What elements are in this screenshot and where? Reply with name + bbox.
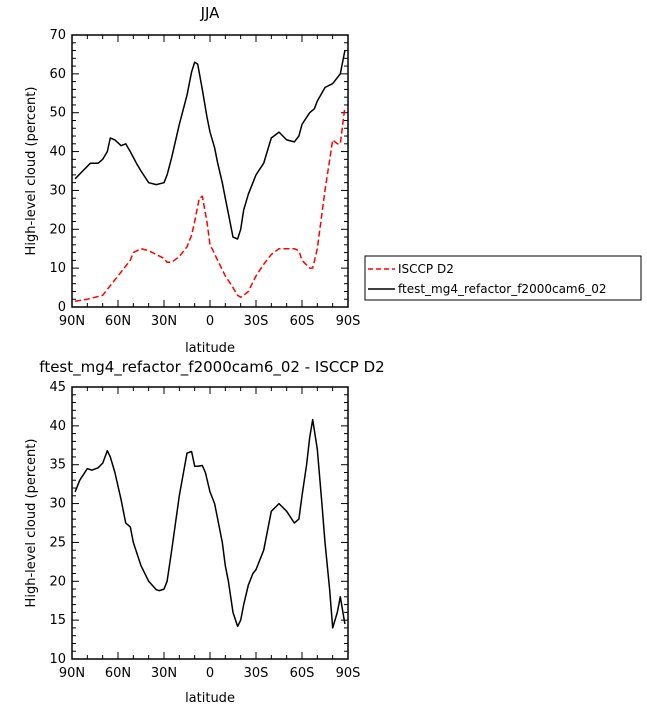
bottom-plot-frame	[71, 386, 349, 660]
top-y-tick-label: 20	[49, 222, 66, 237]
legend: ISCCP D2 ftest_mg4_refactor_f2000cam6_02	[364, 255, 642, 301]
bottom-y-tick-label: 25	[49, 535, 66, 550]
bottom-x-tick-label: 60S	[290, 666, 315, 681]
bottom-x-axis-label: latitude	[185, 691, 235, 706]
bottom-chart-title: ftest_mg4_refactor_f2000cam6_02 - ISCCP …	[39, 358, 384, 377]
bottom-tick-labels: 90N 60N 30N 0 30S 60S 90S 10 15 20 25 30 35 40 45	[49, 380, 360, 681]
bottom-x-tick-label: 30N	[151, 666, 177, 681]
bottom-series-lines	[74, 418, 346, 629]
top-y-tick-label: 10	[49, 261, 66, 276]
bottom-y-tick-label: 30	[49, 497, 66, 512]
top-y-tick-label: 30	[49, 183, 66, 198]
legend-box	[364, 255, 642, 301]
bottom-chart-panel: ftest_mg4_refactor_f2000cam6_02 - ISCCP …	[24, 358, 385, 706]
top-series-line-0	[74, 106, 346, 302]
top-chart-panel: JJA 90N 60N 30N 0 30S 60S 90S 0 10 20 30 40 50 60 70 l…	[24, 4, 360, 356]
top-x-tick-label: 0	[206, 314, 214, 329]
legend-label-isccp: ISCCP D2	[398, 262, 454, 276]
bottom-axis-ticks	[71, 386, 349, 660]
top-chart-title: JJA	[200, 4, 221, 22]
top-x-axis-label: latitude	[185, 341, 235, 356]
top-x-tick-label: 30S	[244, 314, 269, 329]
top-x-tick-label: 60S	[290, 314, 315, 329]
top-y-axis-label: High-level cloud (percent)	[24, 87, 39, 256]
bottom-y-tick-label: 35	[49, 458, 66, 473]
top-series-lines	[74, 50, 346, 302]
top-x-tick-label: 90N	[59, 314, 85, 329]
bottom-y-tick-label: 20	[49, 574, 66, 589]
bottom-y-tick-label: 15	[49, 613, 66, 628]
bottom-x-tick-label: 60N	[105, 666, 131, 681]
top-y-tick-label: 60	[49, 67, 66, 82]
bottom-x-tick-label: 30S	[244, 666, 269, 681]
top-x-tick-label: 90S	[336, 314, 361, 329]
top-x-tick-label: 30N	[151, 314, 177, 329]
bottom-y-axis-label: High-level cloud (percent)	[24, 439, 39, 608]
top-y-tick-label: 50	[49, 106, 66, 121]
top-series-line-1	[74, 50, 346, 240]
bottom-x-tick-label: 0	[206, 666, 214, 681]
top-plot-frame	[71, 34, 349, 308]
top-tick-labels: 90N 60N 30N 0 30S 60S 90S 0 10 20 30 40 50 60 70	[49, 28, 360, 329]
top-x-tick-label: 60N	[105, 314, 131, 329]
bottom-series-line-0	[74, 418, 346, 629]
bottom-x-tick-label: 90S	[336, 666, 361, 681]
top-y-tick-label: 70	[49, 28, 66, 43]
top-y-tick-label: 0	[58, 300, 66, 315]
bottom-y-tick-label: 10	[49, 652, 66, 667]
top-axis-ticks	[71, 34, 349, 308]
legend-label-model: ftest_mg4_refactor_f2000cam6_02	[398, 282, 607, 296]
top-y-tick-label: 40	[49, 145, 66, 160]
bottom-y-tick-label: 45	[49, 380, 66, 395]
bottom-y-tick-label: 40	[49, 419, 66, 434]
bottom-x-tick-label: 90N	[59, 666, 85, 681]
